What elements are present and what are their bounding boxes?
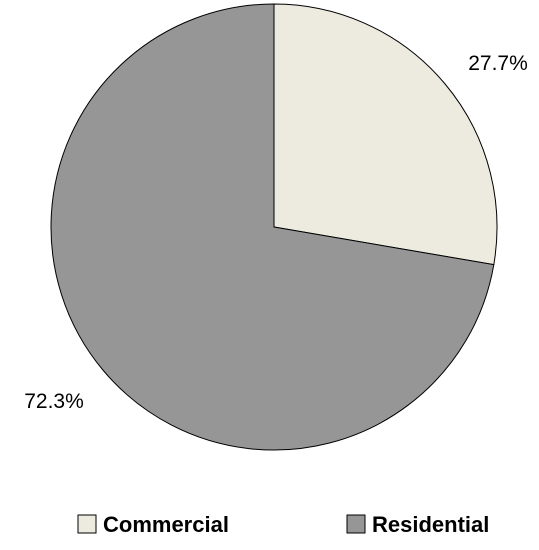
- legend-label-commercial: Commercial: [103, 512, 229, 537]
- pie-slice-commercial: [273, 3, 498, 266]
- legend-item-residential: Residential: [346, 512, 489, 537]
- pie-slices: [50, 3, 498, 451]
- legend: Commercial Residential: [77, 512, 489, 537]
- legend-swatch-residential: [346, 514, 366, 534]
- data-label-residential: 72.3%: [24, 390, 84, 413]
- legend-item-commercial: Commercial: [77, 512, 229, 537]
- legend-label-residential: Residential: [372, 512, 489, 537]
- legend-swatch-commercial: [77, 514, 97, 534]
- data-label-commercial: 27.7%: [468, 52, 528, 75]
- pie-data-labels: 27.7% 72.3%: [24, 52, 528, 413]
- pie-slice-residential: [50, 3, 495, 451]
